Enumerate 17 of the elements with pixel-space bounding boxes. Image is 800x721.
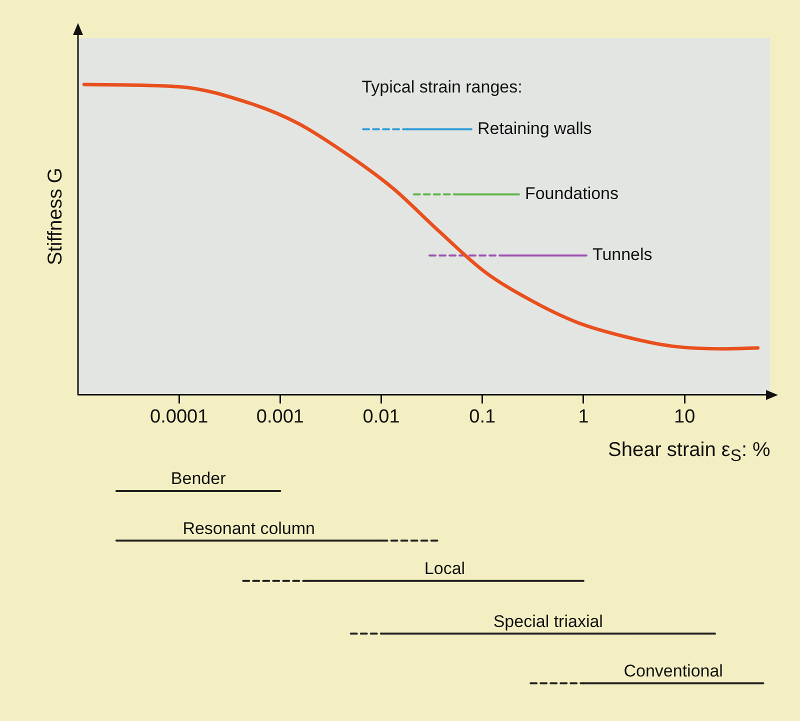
series-label: Foundations: [524, 184, 619, 204]
series-label: Resonant column: [182, 518, 316, 538]
y-axis-title: Stiffness G: [44, 168, 67, 266]
annotation: Typical strain ranges:: [362, 78, 522, 97]
x-axis-title: Shear strain ε$_{S}$: %: [608, 438, 770, 466]
series-label: Special triaxial: [493, 612, 603, 631]
series-label: Retaining walls: [477, 118, 592, 138]
series-label: Conventional: [624, 661, 723, 680]
series-label: Tunnels: [592, 245, 652, 264]
x-tick-label: 0.1: [469, 406, 496, 428]
x-tick-label: 0.001: [256, 406, 304, 428]
series-label: Bender: [170, 469, 226, 488]
x-tick-label: 0.01: [362, 406, 400, 428]
series-label: Local: [424, 559, 466, 578]
x-tick-label: 10: [674, 406, 696, 428]
x-tick-label: 0.0001: [150, 406, 208, 428]
x-tick-label: 1: [578, 406, 589, 428]
